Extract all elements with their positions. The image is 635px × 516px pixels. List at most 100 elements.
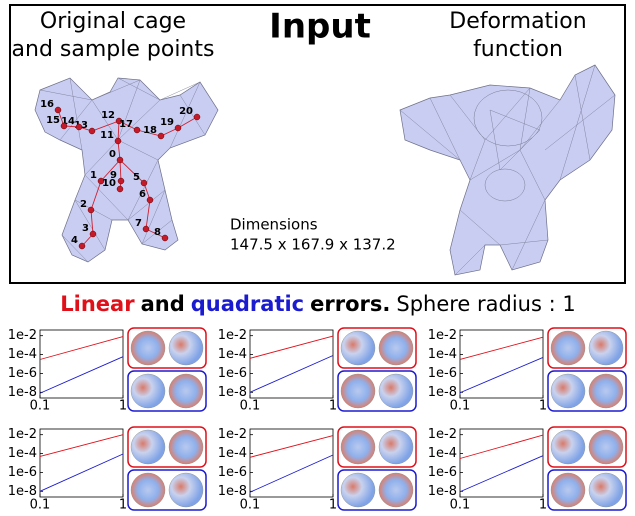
sphere	[589, 430, 623, 464]
sample-label: 6	[139, 189, 146, 200]
sphere	[589, 374, 623, 408]
x-tick-label: 1	[539, 498, 547, 513]
heading-part: and	[141, 292, 185, 316]
sample-label: 3	[82, 223, 89, 234]
y-tick-label: 1e-4	[8, 446, 37, 461]
sample-label: 19	[160, 117, 174, 128]
error-line	[460, 435, 543, 458]
y-tick-label: 1e-4	[218, 446, 247, 461]
sample-point	[134, 127, 140, 133]
sample-point	[76, 124, 82, 130]
sphere	[341, 473, 375, 507]
x-tick-label: 0.1	[450, 399, 471, 414]
x-tick-label: 0.1	[450, 498, 471, 513]
y-tick-label: 1e-6	[218, 465, 247, 480]
sample-point	[175, 125, 181, 131]
x-tick-label: 1	[119, 498, 127, 513]
sample-point	[141, 180, 147, 186]
sphere	[131, 374, 165, 408]
errors-heading: Linearandquadraticerrors.Sphere radius :…	[60, 292, 575, 316]
y-tick-label: 1e-2	[218, 427, 247, 442]
error-line	[250, 455, 333, 492]
sample-label: 7	[135, 218, 142, 229]
sample-label: 0	[109, 149, 116, 160]
sphere	[379, 473, 413, 507]
sample-label: 18	[143, 125, 157, 136]
x-tick-label: 1	[119, 399, 127, 414]
sample-point	[61, 123, 67, 129]
error-line	[40, 454, 123, 491]
y-tick-label: 1e-2	[218, 328, 247, 343]
sample-point	[115, 138, 121, 144]
sample-point	[118, 178, 124, 184]
sample-label: 15	[46, 115, 60, 126]
x-tick-label: 1	[329, 399, 337, 414]
right-caption: Deformation	[449, 9, 586, 34]
error-line	[40, 357, 123, 394]
x-tick-label: 1	[329, 498, 337, 513]
x-tick-label: 0.1	[240, 399, 261, 414]
sample-label: 11	[100, 130, 114, 141]
left-caption: Original cage	[40, 9, 186, 34]
sample-point	[194, 114, 200, 120]
sphere	[589, 473, 623, 507]
sample-point	[117, 157, 123, 163]
y-tick-label: 1e-2	[8, 328, 37, 343]
error-line	[250, 355, 333, 392]
sample-label: 8	[154, 227, 161, 238]
y-tick-label: 1e-6	[428, 465, 457, 480]
sample-label: 1	[90, 170, 97, 181]
sample-label: 16	[40, 99, 54, 110]
x-tick-label: 0.1	[30, 399, 51, 414]
error-line	[40, 337, 123, 360]
sample-point	[79, 243, 85, 249]
error-line	[40, 435, 123, 457]
sphere	[551, 473, 585, 507]
figure: Original cage and sample points Input De…	[0, 0, 635, 516]
sample-label: 4	[71, 235, 78, 246]
deformed-mesh	[400, 65, 615, 275]
sample-label: 10	[102, 178, 116, 189]
sample-point	[147, 197, 153, 203]
heading-part: Linear	[60, 292, 135, 316]
sphere	[131, 331, 165, 365]
sample-label: 12	[101, 110, 115, 121]
sphere	[341, 374, 375, 408]
right-caption: function	[473, 37, 563, 62]
sphere	[169, 430, 203, 464]
sample-point	[89, 128, 95, 134]
sphere	[169, 374, 203, 408]
plot-frame	[250, 330, 333, 398]
sample-point	[162, 235, 168, 241]
sample-label: 2	[80, 199, 87, 210]
sample-point	[158, 133, 164, 139]
sphere	[341, 331, 375, 365]
dimensions-label: Dimensions	[230, 216, 318, 234]
sphere	[131, 430, 165, 464]
sphere	[169, 331, 203, 365]
sphere	[379, 430, 413, 464]
heading-part: errors.	[310, 292, 390, 316]
sphere	[551, 374, 585, 408]
y-tick-label: 1e-2	[428, 328, 457, 343]
sphere	[341, 430, 375, 464]
y-tick-label: 1e-6	[8, 366, 37, 381]
x-tick-label: 1	[539, 399, 547, 414]
y-tick-label: 1e-6	[218, 366, 247, 381]
sample-point	[90, 231, 96, 237]
sample-point	[55, 107, 61, 113]
error-line	[250, 336, 333, 358]
sample-point	[88, 207, 94, 213]
y-tick-label: 1e-4	[428, 446, 457, 461]
y-tick-label: 1e-2	[8, 427, 37, 442]
x-tick-label: 0.1	[240, 498, 261, 513]
sphere	[551, 430, 585, 464]
y-tick-label: 1e-4	[8, 347, 37, 362]
sphere	[131, 473, 165, 507]
x-tick-label: 0.1	[30, 498, 51, 513]
input-title: Input	[269, 7, 371, 47]
sample-label: 5	[133, 172, 140, 183]
y-tick-label: 1e-2	[428, 427, 457, 442]
y-tick-label: 1e-4	[428, 347, 457, 362]
